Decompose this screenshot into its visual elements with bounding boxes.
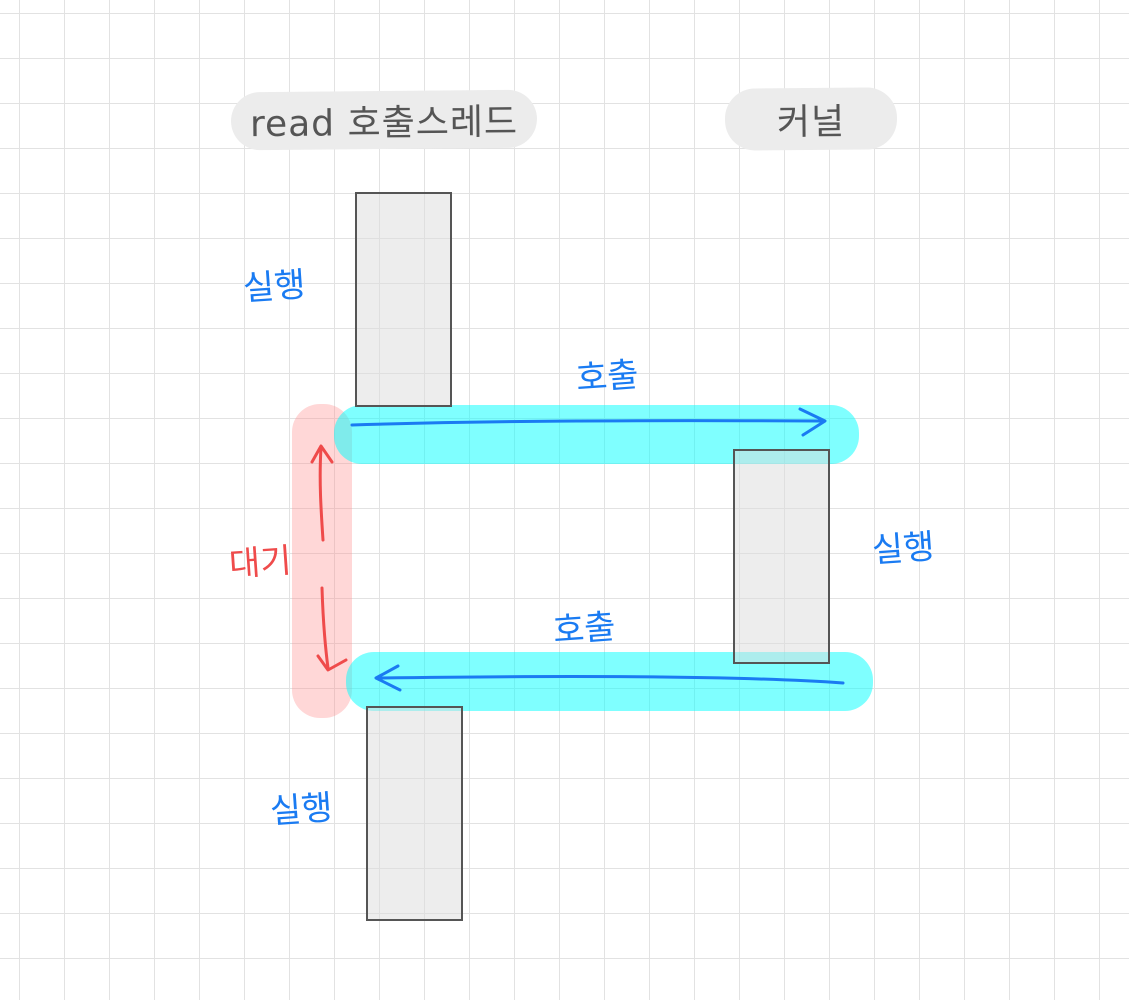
wait-label: 대기 xyxy=(227,540,293,586)
call-arrow-left xyxy=(376,675,845,685)
wait-arrow-lower-head xyxy=(316,654,348,672)
call-arrow-right xyxy=(350,419,824,427)
wait-arrow-upper xyxy=(318,446,325,542)
run-label-bottom: 실행 xyxy=(268,787,334,833)
thread-run-block-top xyxy=(355,192,452,407)
run-label-top: 실행 xyxy=(241,264,307,310)
thread-run-block-bottom xyxy=(366,706,463,921)
call-arrow-left-head xyxy=(374,664,402,692)
kernel-run-block xyxy=(733,449,830,664)
wait-arrow-lower xyxy=(320,586,330,670)
call-label-bottom: 호출 xyxy=(551,606,617,652)
call-arrow-right-head xyxy=(798,407,827,437)
call-label-top: 호출 xyxy=(574,354,640,400)
run-label-kernel: 실행 xyxy=(870,526,936,572)
wait-arrow-upper-head xyxy=(310,444,334,464)
